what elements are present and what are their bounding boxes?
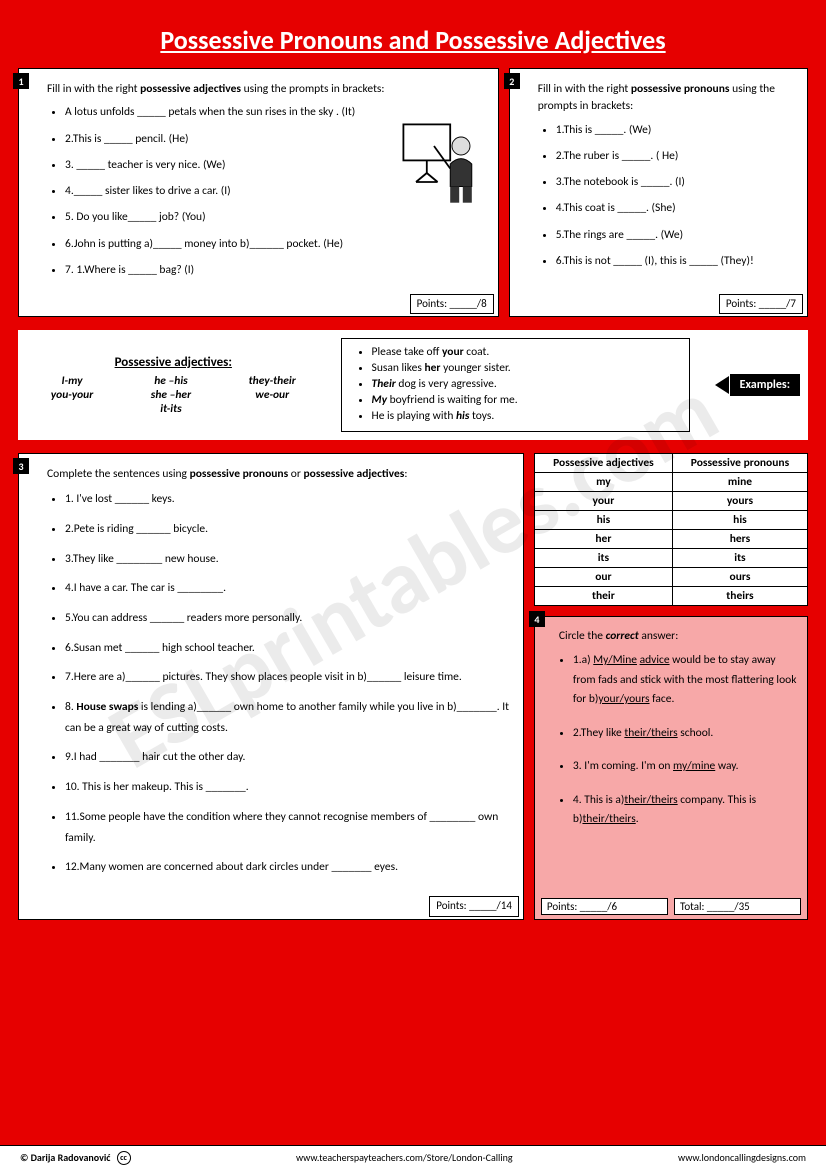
panel-3-points: Points: _____/14	[429, 896, 519, 917]
p3-intro-pre: Complete the sentences using	[47, 467, 190, 481]
p1-intro-bold: possessive adjectives	[140, 82, 241, 96]
footer-author: © Darija Radovanović cc	[20, 1151, 131, 1165]
p3-intro-mid: or	[288, 467, 303, 481]
list-item: 1.a) My/Mine advice would be to stay awa…	[573, 651, 797, 710]
panel-1-intro: Fill in with the right possessive adject…	[47, 81, 488, 98]
bottom-row: 3 Complete the sentences using possessiv…	[18, 453, 808, 920]
list-item: 4.This coat is _____. (She)	[556, 200, 797, 217]
cc-icon: cc	[117, 1151, 131, 1165]
p4-intro-bi: correct	[606, 629, 639, 643]
list-item: 7.Here are a)______ pictures. They show …	[65, 667, 513, 688]
table-row: youryours	[534, 492, 807, 511]
table-row: mymine	[534, 473, 807, 492]
adj-col-2: he –hisshe –herit-its	[151, 374, 191, 416]
example-item: He is playing with his toys.	[372, 409, 675, 423]
page-title: Possessive Pronouns and Possessive Adjec…	[18, 18, 808, 68]
list-item: 10. This is her makeup. This is _______.	[65, 777, 513, 798]
list-item: 9.I had _______ hair cut the other day.	[65, 747, 513, 768]
list-item: 6.John is putting a)_____ money into b)_…	[65, 236, 488, 253]
p4-intro-pre: Circle the	[559, 629, 606, 643]
panel-2: 2 Fill in with the right possessive pron…	[509, 68, 808, 317]
adj-col-1: I-myyou-your	[51, 374, 94, 416]
list-item: 7. 1.Where is _____ bag? (I)	[65, 262, 488, 279]
list-item: 1.This is _____. (We)	[556, 122, 797, 139]
panel-4: 4 Circle the correct answer: 1.a) My/Min…	[534, 616, 808, 920]
reference-strip: Possessive adjectives: I-myyou-your he –…	[18, 327, 808, 443]
panel-1: 1 Fill in with the right possessive adje…	[18, 68, 499, 317]
panel-1-points: Points: _____/8	[410, 294, 494, 315]
footer-link-2: www.londoncallingdesigns.com	[678, 1151, 806, 1164]
list-item: 1. I've lost ______ keys.	[65, 489, 513, 510]
examples-box: Please take off your coat. Susan likes he…	[341, 338, 690, 432]
panel-2-list: 1.This is _____. (We) 2.The ruber is ____…	[538, 122, 797, 271]
panel-3-list: 1. I've lost ______ keys. 2.Pete is ridin…	[47, 489, 513, 878]
panel-2-intro: Fill in with the right possessive pronou…	[538, 81, 797, 116]
list-item: 2.Pete is riding ______ bicycle.	[65, 519, 513, 540]
list-item: 2.They like their/theirs school.	[573, 724, 797, 744]
panel-4-list: 1.a) My/Mine advice would be to stay awa…	[559, 651, 797, 830]
list-item: 5.The rings are _____. (We)	[556, 227, 797, 244]
adj-ref-header: Possessive adjectives:	[26, 355, 321, 370]
example-item: Please take off your coat.	[372, 345, 675, 359]
p1-intro-pre: Fill in with the right	[47, 82, 140, 96]
top-row: 1 Fill in with the right possessive adje…	[18, 68, 808, 317]
table-row: theirtheirs	[534, 587, 807, 606]
example-item: Susan likes her younger sister.	[372, 361, 675, 375]
p3-intro-b2: possessive adjectives	[303, 467, 404, 481]
footer-bar: © Darija Radovanović cc www.teacherspayt…	[0, 1145, 826, 1169]
list-item: 12.Many women are concerned about dark c…	[65, 857, 513, 878]
table-row: herhers	[534, 530, 807, 549]
adjectives-reference: Possessive adjectives: I-myyou-your he –…	[26, 355, 321, 416]
table-h2: Possessive pronouns	[672, 454, 807, 473]
panel-1-number: 1	[13, 73, 29, 89]
list-item: 5. Do you like_____ job? (You)	[65, 209, 488, 226]
panel-3: 3 Complete the sentences using possessiv…	[18, 453, 524, 920]
list-item: 3.They like ________ new house.	[65, 549, 513, 570]
list-item: 6.Susan met ______ high school teacher.	[65, 638, 513, 659]
panel-2-points: Points: _____/7	[719, 294, 803, 315]
p3-intro-b1: possessive pronouns	[190, 467, 289, 481]
p2-intro-pre: Fill in with the right	[538, 82, 631, 96]
adj-col-3: they-theirwe-our	[249, 374, 296, 416]
panel-4-total: Total: _____/35	[674, 898, 801, 915]
panel-4-intro: Circle the correct answer:	[559, 629, 797, 643]
teacher-icon	[398, 119, 488, 209]
list-item: 3.The notebook is _____. (I)	[556, 174, 797, 191]
panel-4-number: 4	[529, 611, 545, 627]
table-row: hishis	[534, 511, 807, 530]
panel-2-number: 2	[504, 73, 520, 89]
panel-3-number: 3	[13, 458, 29, 474]
list-item: 6.This is not _____ (I), this is _____ (…	[556, 253, 797, 270]
p1-intro-post: using the prompts in brackets:	[241, 82, 385, 96]
author-text: © Darija Radovanović	[20, 1151, 111, 1164]
panel-3-intro: Complete the sentences using possessive …	[47, 466, 513, 483]
table-h1: Possessive adjectives	[534, 454, 672, 473]
list-item: 11.Some people have the condition where …	[65, 807, 513, 848]
list-item: 2.The ruber is _____. ( He)	[556, 148, 797, 165]
list-item: 4. This is a)their/theirs company. This …	[573, 791, 797, 830]
right-column: Possessive adjectivesPossessive pronouns…	[534, 453, 808, 920]
footer-link-1: www.teacherspayteachers.com/Store/London…	[296, 1151, 513, 1164]
table-row: itsits	[534, 549, 807, 568]
reference-table: Possessive adjectivesPossessive pronouns…	[534, 453, 808, 606]
p4-intro-post: answer:	[639, 629, 679, 643]
example-item: My boyfriend is waiting for me.	[372, 393, 675, 407]
list-item: 5.You can address ______ readers more pe…	[65, 608, 513, 629]
panel-4-points: Points: _____/6	[541, 898, 668, 915]
p3-intro-post: :	[404, 467, 407, 481]
example-item: Their dog is very agressive.	[372, 377, 675, 391]
table-row: ourours	[534, 568, 807, 587]
examples-label: Examples:	[730, 374, 800, 396]
p2-intro-bold: possessive pronouns	[631, 82, 730, 96]
list-item: 4.I have a car. The car is ________.	[65, 578, 513, 599]
list-item: 8. House swaps is lending a)______ own h…	[65, 697, 513, 738]
list-item: 3. I'm coming. I'm on my/mine way.	[573, 757, 797, 777]
